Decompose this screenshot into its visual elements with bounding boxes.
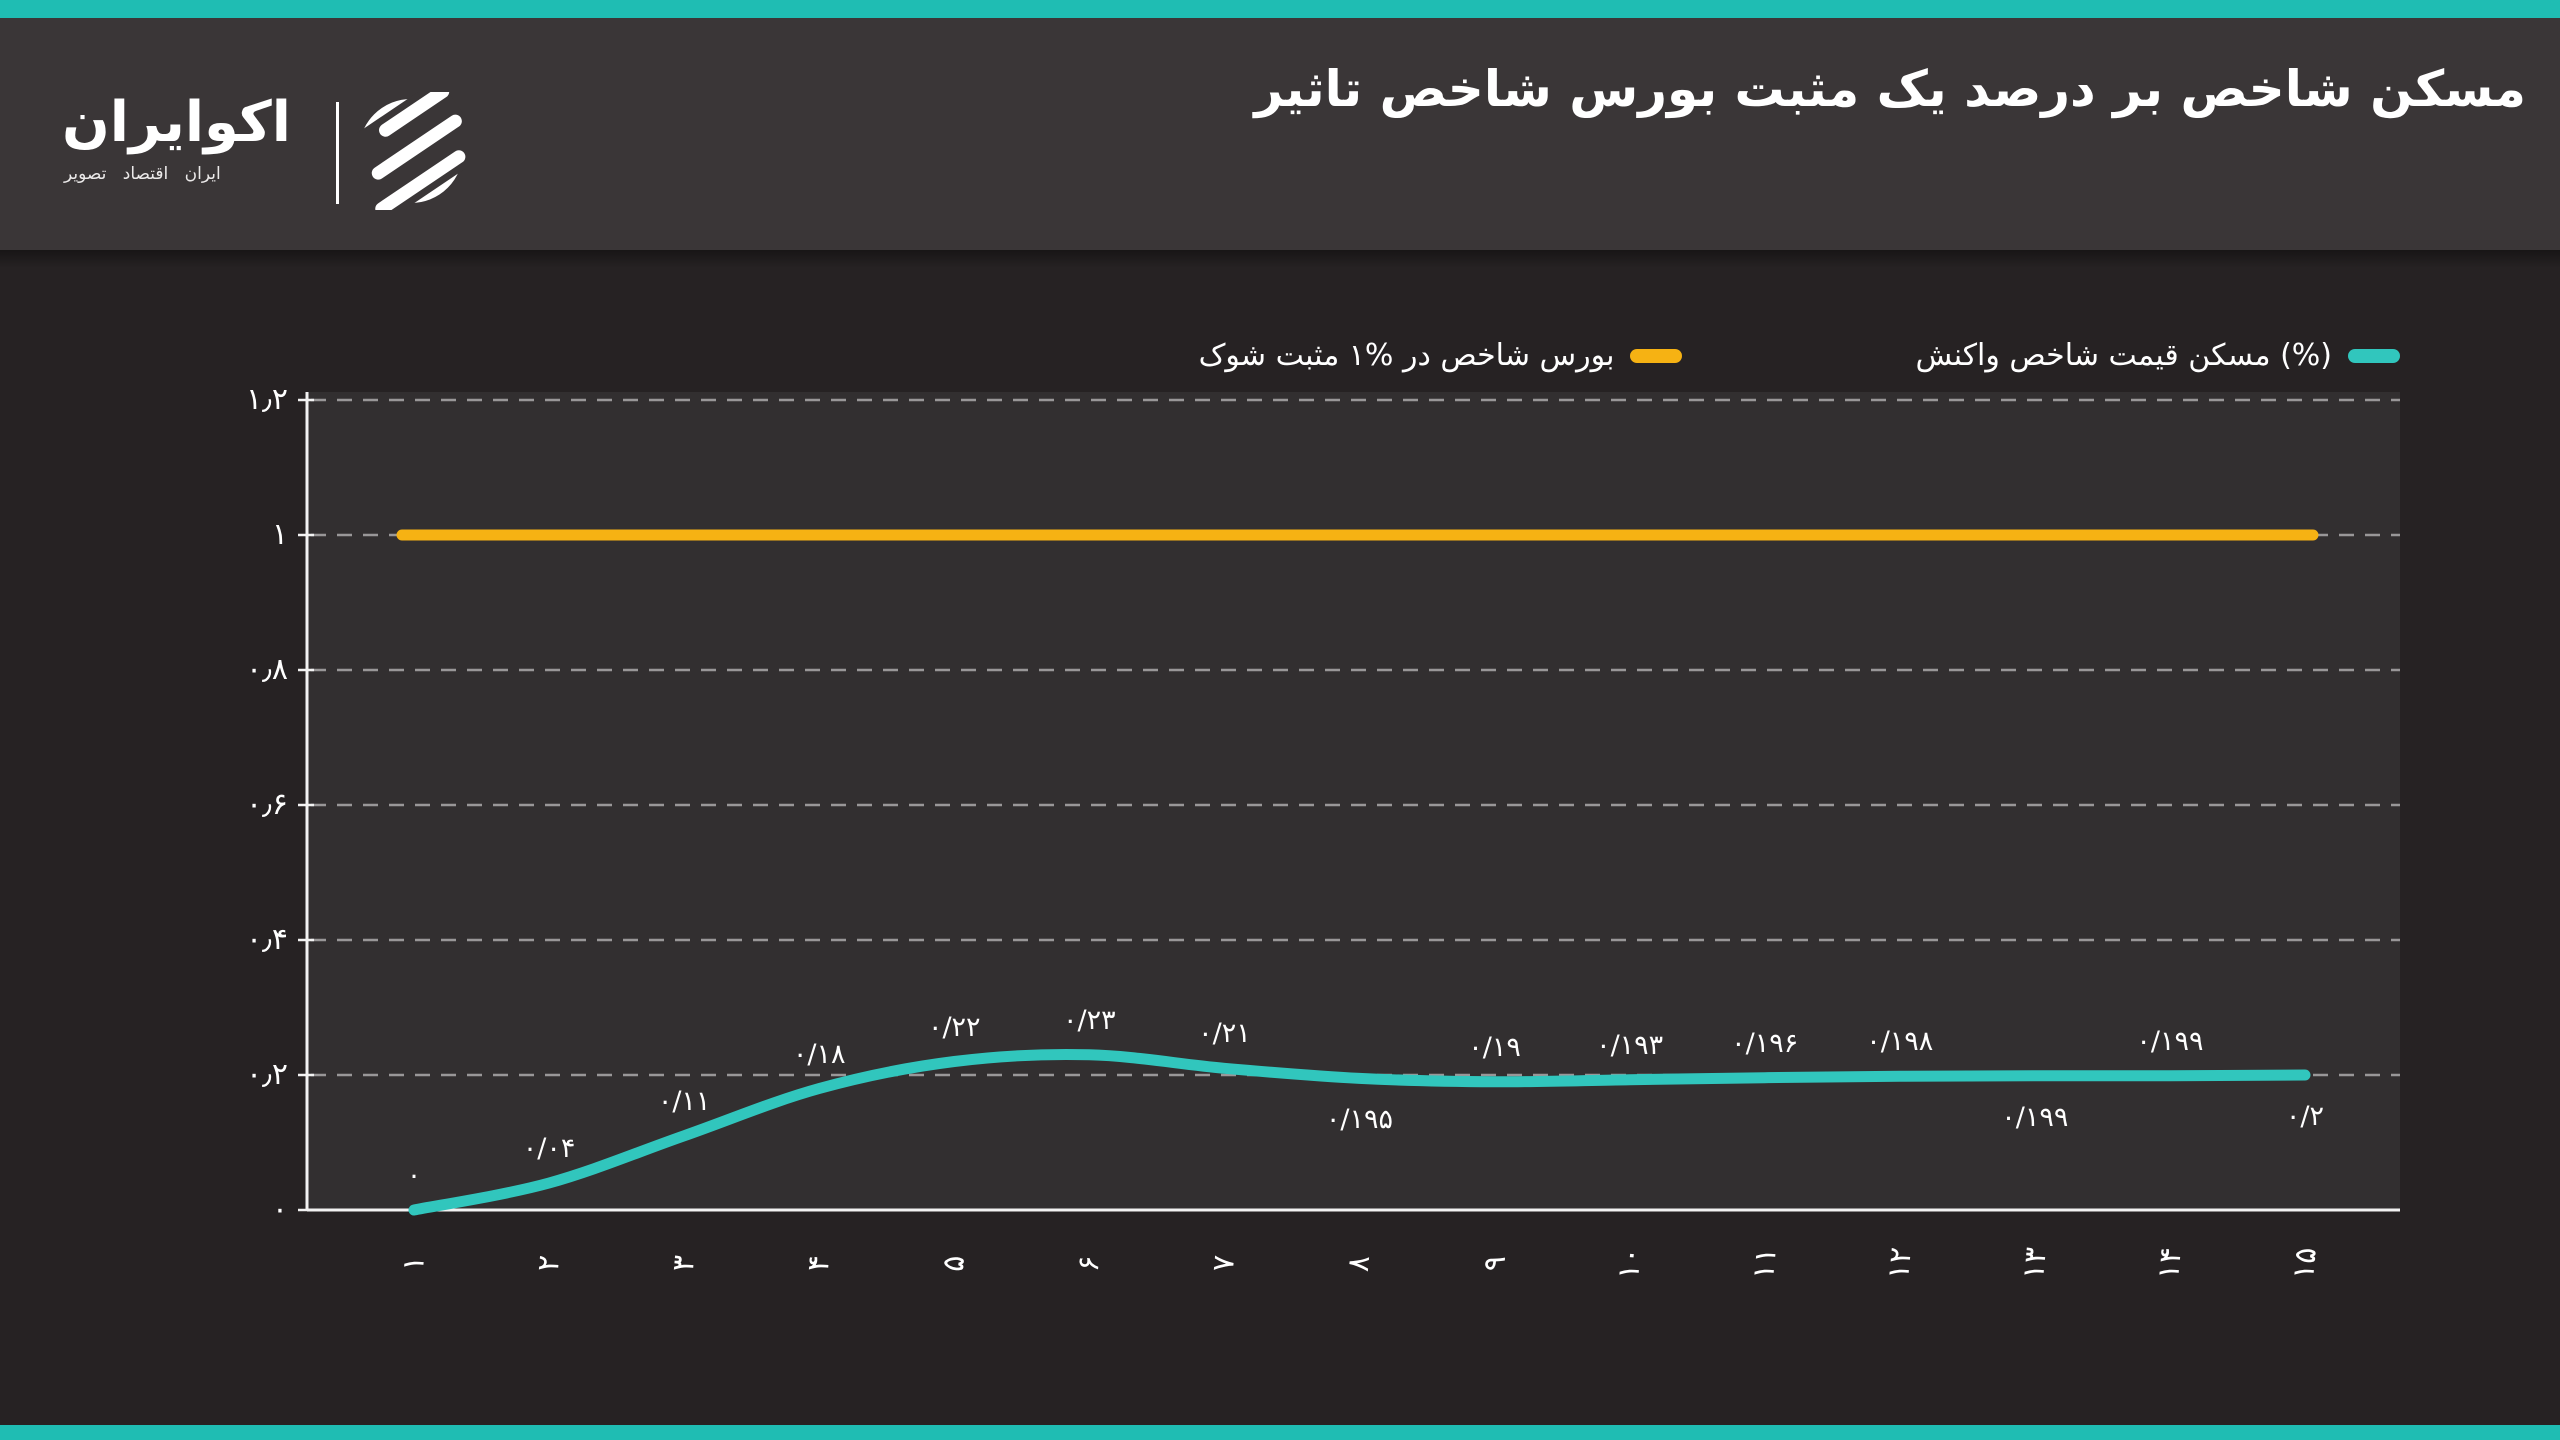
data-label: ۰/۲۱ <box>1198 1018 1251 1050</box>
x-tick-label: ۸ <box>1341 1253 1378 1274</box>
data-label: ۰/۱۹ <box>1468 1031 1521 1063</box>
page-title: تاثیر‎ شاخص‎ بورس‎ مثبت‎ یک‎ درصد‎ بر‎ ش… <box>1254 60 2526 118</box>
x-tick-label: ۱۱ <box>1745 1245 1784 1282</box>
chart-legend: شوک‎ مثبت‎ ۱%‎ در‎ شاخص‎ بورس واکنش‎ شاخص… <box>1199 338 2400 373</box>
y-tick-label: ۰٫۲ <box>246 1057 288 1092</box>
x-tick-label: ۱۰ <box>1610 1245 1649 1282</box>
bottom-accent-bar <box>0 1425 2560 1440</box>
header: تاثیر‎ شاخص‎ بورس‎ مثبت‎ یک‎ درصد‎ بر‎ ش… <box>0 18 2560 250</box>
legend-swatch <box>1630 348 1683 363</box>
header-shadow <box>0 250 2560 268</box>
y-tick-label: ۱ <box>271 517 288 552</box>
data-label: ۰/۱۹۵ <box>1325 1104 1394 1136</box>
x-tick-label: ۳ <box>665 1253 703 1274</box>
brand-subtitle: تصویر‎ اقتصاد‎ ایران <box>64 164 221 184</box>
data-label: ۰/۱۹۸ <box>1866 1026 1934 1058</box>
x-tick-label: ۱۵ <box>2286 1245 2324 1282</box>
data-label: ۰/۱۹۳ <box>1596 1029 1664 1061</box>
data-label: ۰ <box>406 1160 422 1191</box>
y-tick-label: ۰٫۸ <box>246 652 288 687</box>
legend-label: واکنش‎ شاخص‎ قیمت‎ مسکن‎ (%) <box>1915 338 2332 373</box>
legend-swatch <box>2348 348 2400 363</box>
data-label: ۰/۱۹۹ <box>2136 1025 2204 1057</box>
x-tick-label: ۱ <box>395 1253 433 1274</box>
x-tick-label: ۴ <box>801 1253 838 1274</box>
y-tick-label: ۰٫۶ <box>246 787 288 822</box>
data-label: ۰/۱۹۹ <box>2001 1101 2069 1133</box>
data-label: ۰/۱۹۶ <box>1731 1027 1799 1059</box>
x-tick-label: ۷ <box>1206 1253 1243 1274</box>
data-label: ۰/۲۳ <box>1063 1004 1116 1036</box>
data-label: ۰/۲۲ <box>927 1011 981 1043</box>
ecoiran-logo-icon <box>352 92 470 210</box>
y-tick-label: ۰٫۴ <box>246 922 288 957</box>
x-tick-label: ۶ <box>1071 1253 1108 1274</box>
x-tick-label: ۱۴ <box>2151 1245 2189 1282</box>
x-tick-label: ۹ <box>1476 1253 1513 1274</box>
data-label: ۰/۱۸ <box>792 1038 846 1070</box>
y-tick-label: ۱٫۲ <box>246 382 288 417</box>
x-tick-label: ۱۳ <box>2015 1245 2054 1282</box>
legend-label: شوک‎ مثبت‎ ۱%‎ در‎ شاخص‎ بورس <box>1198 338 1615 373</box>
data-label: ۰/۱۱ <box>657 1085 711 1117</box>
top-accent-bar <box>0 0 2560 18</box>
brand-separator <box>336 102 339 204</box>
legend-item-0[interactable]: شوک‎ مثبت‎ ۱%‎ در‎ شاخص‎ بورس <box>1199 338 1683 373</box>
data-label: ۰/۲ <box>2285 1101 2325 1132</box>
legend-item-1[interactable]: واکنش‎ شاخص‎ قیمت‎ مسکن‎ (%) <box>1915 338 2400 373</box>
x-tick-label: ۲ <box>530 1253 568 1274</box>
y-tick-label: ۰ <box>271 1192 288 1227</box>
data-label: ۰/۰۴ <box>522 1133 576 1164</box>
x-tick-label: ۱۲ <box>1880 1245 1919 1282</box>
x-tick-label: ۵ <box>936 1253 973 1274</box>
brand-wordmark: اکوایران <box>62 90 291 155</box>
